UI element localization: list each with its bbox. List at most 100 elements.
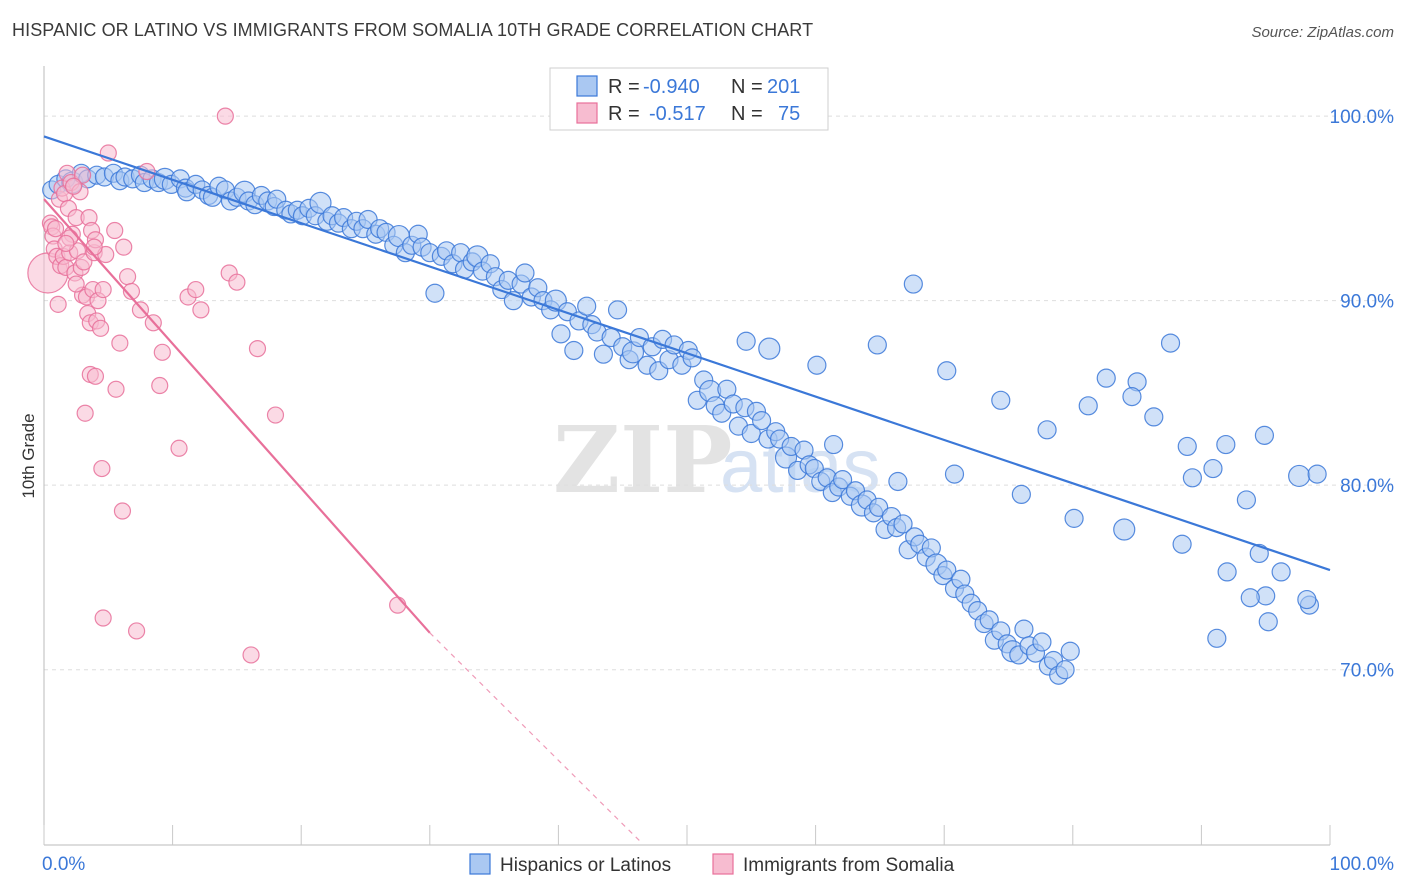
somalia-point: [46, 220, 65, 238]
hispanics-point: [1236, 490, 1257, 510]
somalia-point: [389, 596, 407, 614]
hispanics-point: [1144, 407, 1164, 427]
series-somalia-points: [27, 107, 407, 664]
somalia-point: [131, 301, 150, 319]
hispanics-point: [1258, 612, 1278, 632]
stats-swatch-blue: [576, 75, 598, 97]
somalia-point: [242, 646, 260, 664]
somalia-point: [49, 295, 67, 313]
hispanics-point: [1203, 458, 1223, 479]
stats-r-value-1: -0.940: [643, 76, 700, 98]
chart-title: HISPANIC OR LATINO VS IMMIGRANTS FROM SO…: [12, 20, 814, 40]
hispanics-point: [309, 191, 332, 214]
somalia-point: [151, 376, 169, 395]
legend-label-somalia: Immigrants from Somalia: [743, 855, 955, 876]
somalia-point: [192, 301, 210, 319]
x-tick-label-max: 100.0%: [1330, 854, 1395, 875]
stats-swatch-pink: [576, 102, 598, 124]
somalia-point: [67, 275, 85, 293]
hispanics-point: [1207, 628, 1227, 648]
hispanics-point: [833, 470, 853, 490]
hispanics-point: [937, 560, 957, 580]
hispanics-point: [758, 337, 781, 360]
somalia-point: [64, 177, 83, 195]
legend-swatch-somalia: [712, 853, 734, 875]
somalia-point: [93, 459, 111, 478]
stats-r-label-1: R =: [608, 76, 640, 98]
somalia-point: [73, 166, 92, 184]
somalia-point: [170, 439, 188, 457]
hispanics-point: [869, 497, 889, 517]
stats-legend: R = -0.940 N = 201 R = -0.517 N = 75: [549, 67, 829, 131]
hispanics-point: [1271, 562, 1291, 582]
hispanics-point: [1182, 468, 1202, 488]
watermark-zip: ZIP: [553, 406, 732, 514]
hispanics-point: [1078, 396, 1098, 416]
stats-n-value-2: 75: [778, 103, 800, 125]
trend-lines: [43, 135, 1331, 844]
somalia-point: [76, 404, 94, 422]
hispanics-point: [1032, 632, 1052, 652]
y-tick-labels: 100.0% 90.0% 80.0% 70.0%: [1330, 107, 1395, 682]
hispanics-point: [1254, 425, 1275, 445]
y-tick-label: 90.0%: [1340, 292, 1394, 313]
hispanics-point: [903, 274, 923, 294]
hispanics-point: [1177, 436, 1197, 457]
hispanics-point: [893, 514, 913, 534]
hispanics-point: [515, 263, 535, 283]
hispanics-point: [1288, 464, 1311, 488]
hispanics-point: [425, 283, 445, 303]
hispanics-point: [1055, 660, 1075, 680]
hispanics-point: [1307, 464, 1327, 484]
somalia-point: [94, 280, 112, 299]
hispanics-point: [1096, 368, 1116, 388]
hispanics-point: [1217, 562, 1237, 582]
hispanics-point: [593, 344, 614, 364]
somalia-point: [187, 280, 205, 299]
y-tick-label: 70.0%: [1340, 661, 1394, 682]
somalia-point: [57, 234, 75, 253]
stats-r-label-2: R =: [608, 103, 640, 125]
somalia-point: [266, 406, 285, 424]
somalia-point: [127, 622, 146, 640]
hispanics-point: [937, 361, 957, 381]
stats-n-value-1: 201: [767, 76, 800, 98]
stats-n-label-2: N =: [731, 103, 763, 125]
somalia-point: [216, 107, 234, 125]
hispanics-point: [1037, 420, 1057, 440]
hispanics-point: [1160, 333, 1181, 353]
somalia-point: [118, 268, 137, 286]
hispanics-point: [807, 355, 827, 375]
hispanics-point: [1064, 508, 1084, 528]
somalia-point: [113, 502, 132, 520]
somalia-point: [107, 380, 125, 398]
hispanics-point: [551, 324, 571, 344]
somalia-point: [111, 334, 129, 352]
hispanics-trend-line: [43, 135, 1331, 572]
y-axis-label: 10th Grade: [19, 413, 38, 498]
hispanics-point: [736, 331, 756, 351]
hispanics-point: [888, 471, 908, 492]
somalia-point: [248, 340, 267, 358]
somalia-point: [115, 238, 133, 256]
hispanics-point: [1122, 387, 1142, 407]
series-hispanics-points: [42, 163, 1327, 685]
hispanics-point: [577, 296, 597, 316]
hispanics-point: [1113, 518, 1136, 541]
hispanics-point: [1172, 534, 1192, 554]
legend-swatch-hispanics: [469, 853, 491, 875]
hispanics-point: [867, 335, 887, 355]
hispanics-point: [824, 434, 844, 455]
x-tick-label-min: 0.0%: [42, 854, 85, 875]
hispanics-point: [1216, 434, 1236, 455]
stats-n-label-1: N =: [731, 76, 763, 98]
hispanics-point: [751, 410, 772, 431]
hispanics-point: [1249, 543, 1269, 564]
somalia-trend-extension: [429, 632, 643, 844]
somalia-point: [122, 282, 141, 301]
axes: [43, 66, 1331, 846]
hispanics-point: [944, 464, 965, 484]
hispanics-point: [1011, 484, 1031, 505]
somalia-point: [85, 238, 103, 256]
